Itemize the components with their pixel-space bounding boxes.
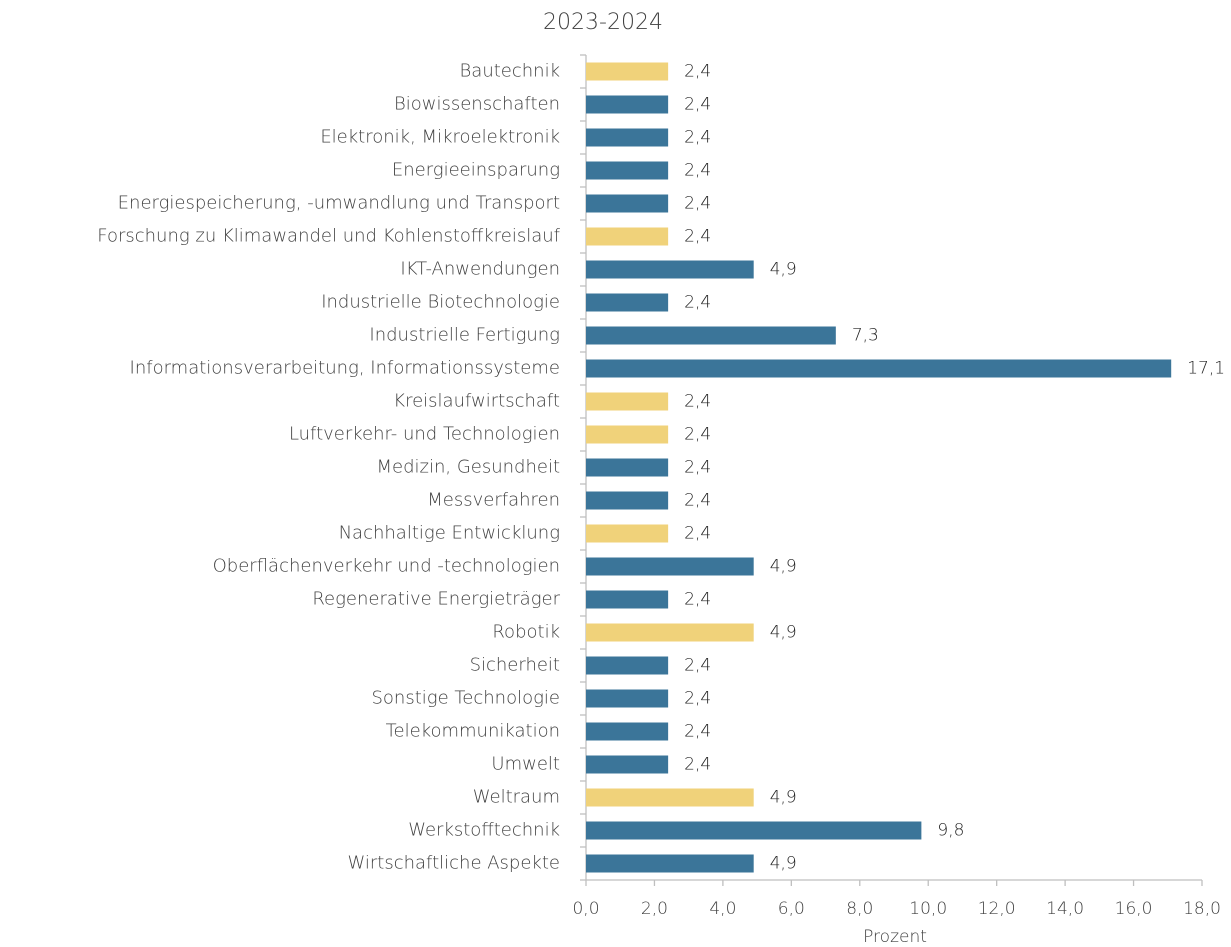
bar — [586, 854, 754, 873]
y-tick-label: Bautechnik — [460, 61, 561, 82]
y-tick-label: Industrielle Biotechnologie — [321, 292, 560, 313]
bar — [586, 755, 669, 774]
bar — [586, 359, 1172, 378]
value-label: 4,9 — [770, 854, 797, 874]
value-label: 2,4 — [684, 227, 711, 247]
value-label: 17,1 — [1187, 359, 1225, 379]
y-tick-label: Robotik — [492, 622, 560, 643]
value-label: 4,9 — [770, 260, 797, 280]
bar — [586, 161, 669, 180]
y-tick-label: Wirtschaftliche Aspekte — [347, 853, 560, 874]
bar — [586, 557, 754, 576]
y-tick-label: IKT-Anwendungen — [400, 259, 560, 280]
y-tick-label: Nachhaltige Entwicklung — [339, 523, 560, 544]
bar — [586, 293, 669, 312]
x-tick-label: 8,0 — [846, 899, 873, 919]
y-tick-label: Weltraum — [473, 787, 560, 808]
y-tick-label: Umwelt — [491, 754, 560, 775]
value-label: 4,9 — [770, 623, 797, 643]
y-tick-label: Messverfahren — [427, 490, 560, 511]
bar — [586, 524, 669, 543]
bar — [586, 821, 922, 840]
y-tick-label: Regenerative Energieträger — [312, 589, 560, 610]
value-label: 2,4 — [684, 128, 711, 148]
bar — [586, 623, 754, 642]
value-label: 2,4 — [684, 161, 711, 181]
bar — [586, 656, 669, 675]
bar — [586, 194, 669, 213]
y-tick-label: Oberflächenverkehr und -technologien — [213, 556, 560, 577]
y-tick-label: Luftverkehr- und Technologien — [289, 424, 560, 445]
y-tick-label: Kreislaufwirtschaft — [393, 391, 560, 412]
y-tick-label: Sicherheit — [470, 655, 560, 676]
value-label: 2,4 — [684, 656, 711, 676]
value-label: 4,9 — [770, 557, 797, 577]
bar — [586, 326, 836, 345]
bar — [586, 491, 669, 510]
value-label: 7,3 — [852, 326, 879, 346]
y-tick-label: Biowissenschaften — [394, 94, 560, 115]
value-label: 2,4 — [684, 755, 711, 775]
value-label: 4,9 — [770, 788, 797, 808]
y-tick-label: Elektronik, Mikroelektronik — [320, 127, 560, 148]
value-label: 2,4 — [684, 425, 711, 445]
value-label: 2,4 — [684, 392, 711, 412]
y-tick-label: Industrielle Fertigung — [369, 325, 560, 346]
bar — [586, 392, 669, 411]
x-tick-label: 12,0 — [978, 899, 1016, 919]
x-tick-label: 18,0 — [1183, 899, 1221, 919]
value-label: 2,4 — [684, 293, 711, 313]
y-tick-label: Sonstige Technologie — [371, 688, 560, 709]
value-label: 2,4 — [684, 458, 711, 478]
bar — [586, 128, 669, 147]
bar — [586, 227, 669, 246]
x-tick-label: 16,0 — [1115, 899, 1153, 919]
bar — [586, 689, 669, 708]
value-label: 2,4 — [684, 689, 711, 709]
value-label: 2,4 — [684, 95, 711, 115]
value-label: 2,4 — [684, 524, 711, 544]
x-tick-label: 14,0 — [1046, 899, 1084, 919]
y-tick-label: Forschung zu Klimawandel und Kohlenstoff… — [97, 226, 560, 247]
x-tick-label: 10,0 — [909, 899, 947, 919]
value-label: 9,8 — [937, 821, 964, 841]
value-label: 2,4 — [684, 722, 711, 742]
bar — [586, 722, 669, 741]
x-tick-label: 0,0 — [572, 899, 599, 919]
value-label: 2,4 — [684, 194, 711, 214]
bar — [586, 458, 669, 477]
y-tick-label: Energieeinsparung — [392, 160, 560, 181]
bar — [586, 260, 754, 279]
y-tick-label: Telekommunikation — [386, 721, 560, 742]
bar — [586, 425, 669, 444]
x-tick-label: 2,0 — [641, 899, 668, 919]
chart-title: 2023-2024 — [543, 10, 663, 35]
x-tick-label: 6,0 — [778, 899, 805, 919]
bar — [586, 95, 669, 114]
x-tick-label: 4,0 — [709, 899, 736, 919]
bar — [586, 590, 669, 609]
bar — [586, 788, 754, 807]
y-tick-label: Energiespeicherung, -umwandlung und Tran… — [118, 193, 560, 214]
x-axis-label: Prozent — [863, 927, 927, 947]
y-tick-label: Informationsverarbeitung, Informationssy… — [130, 358, 560, 379]
y-tick-label: Werkstofftechnik — [408, 820, 560, 841]
value-label: 2,4 — [684, 491, 711, 511]
y-tick-label: Medizin, Gesundheit — [376, 457, 560, 478]
bar — [586, 62, 669, 81]
value-label: 2,4 — [684, 590, 711, 610]
value-label: 2,4 — [684, 62, 711, 82]
